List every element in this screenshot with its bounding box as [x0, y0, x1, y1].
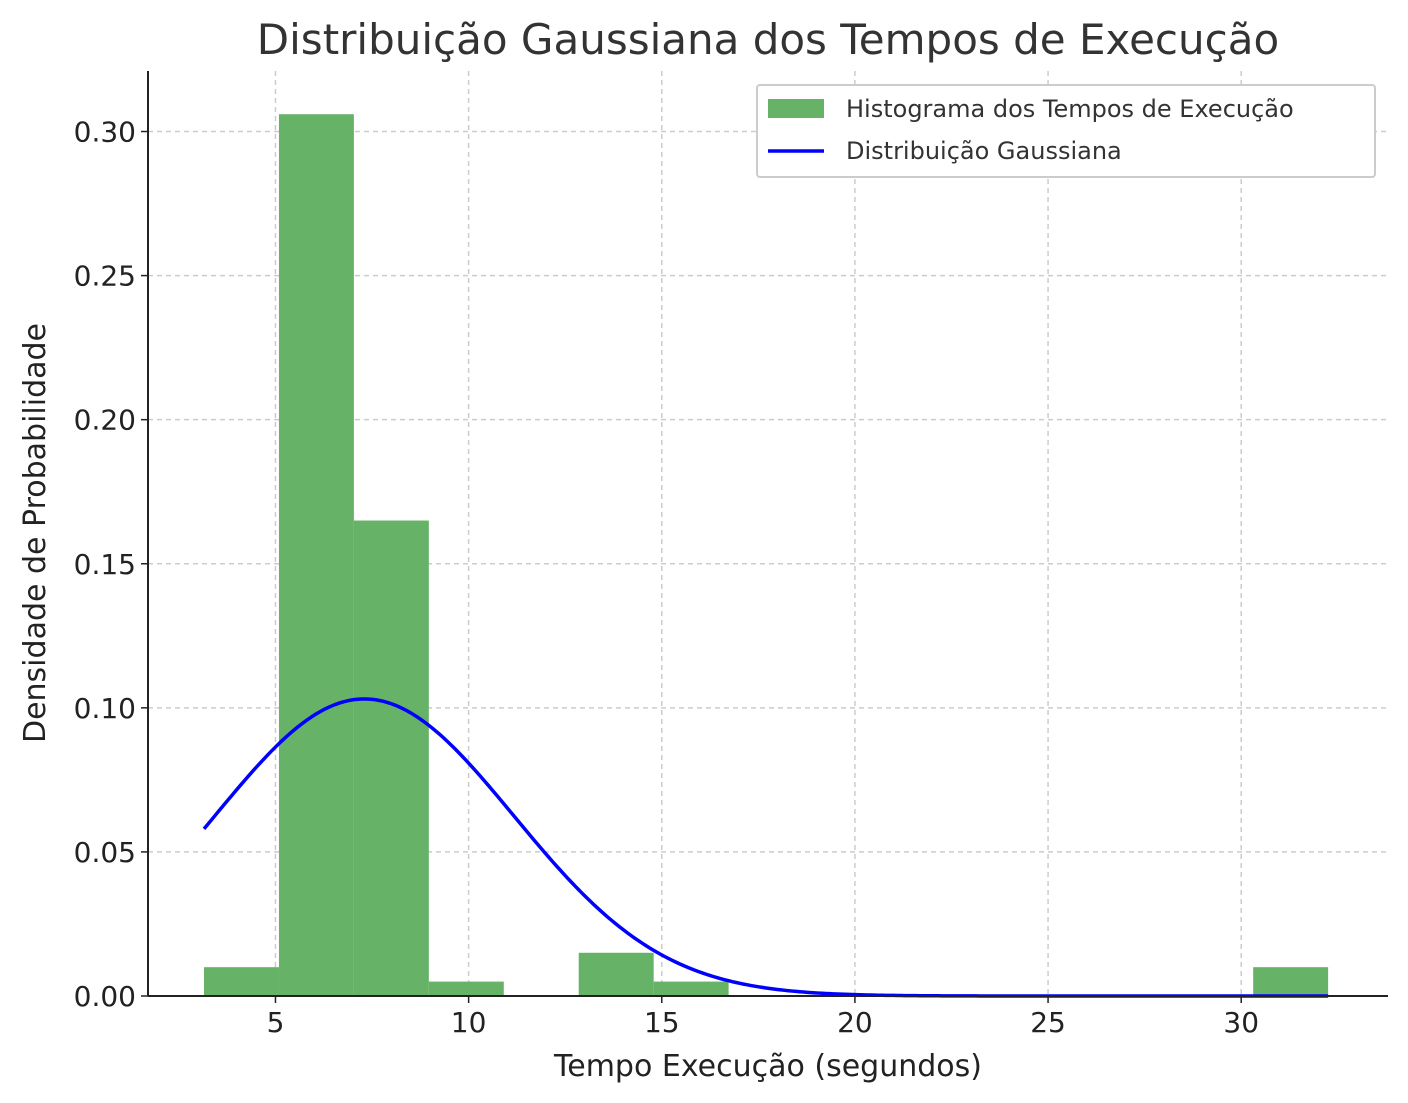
y-tick-label: 0.05	[74, 836, 136, 869]
legend-histogram-label: Histograma dos Tempos de Execução	[846, 95, 1294, 123]
y-tick-label: 0.00	[74, 980, 136, 1013]
chart-title: Distribuição Gaussiana dos Tempos de Exe…	[257, 15, 1279, 64]
histogram-bars	[204, 114, 1329, 996]
y-axis-label: Densidade de Probabilidade	[18, 323, 53, 743]
histogram-bar	[353, 520, 429, 996]
grid-lines	[148, 71, 1388, 997]
x-axis-label: Tempo Execução (segundos)	[553, 1049, 982, 1084]
y-tick-label: 0.30	[74, 116, 136, 149]
y-tick-label: 0.15	[74, 548, 136, 581]
histogram-bar	[204, 967, 279, 996]
x-axis-ticks: 5 10 15 20 25 30	[267, 996, 1259, 1039]
legend: Histograma dos Tempos de Execução Distri…	[756, 84, 1376, 178]
x-tick-label: 25	[1030, 1006, 1066, 1039]
y-tick-label: 0.20	[74, 404, 136, 437]
x-tick-label: 5	[267, 1006, 285, 1039]
histogram-bar	[653, 981, 729, 996]
histogram-bar	[278, 114, 354, 996]
legend-gaussian-label: Distribuição Gaussiana	[846, 137, 1122, 165]
histogram-bar	[428, 981, 504, 996]
legend-box	[756, 84, 1376, 178]
x-tick-label: 20	[837, 1006, 873, 1039]
y-axis-ticks: 0.00 0.05 0.10 0.15 0.20 0.25 0.30	[74, 116, 148, 1013]
legend-histogram-swatch	[768, 99, 824, 118]
x-tick-label: 15	[644, 1006, 680, 1039]
histogram-bar	[1253, 967, 1329, 996]
x-tick-label: 30	[1223, 1006, 1259, 1039]
y-tick-label: 0.25	[74, 260, 136, 293]
x-tick-label: 10	[451, 1006, 487, 1039]
histogram-bar	[578, 952, 654, 996]
y-tick-label: 0.10	[74, 692, 136, 725]
